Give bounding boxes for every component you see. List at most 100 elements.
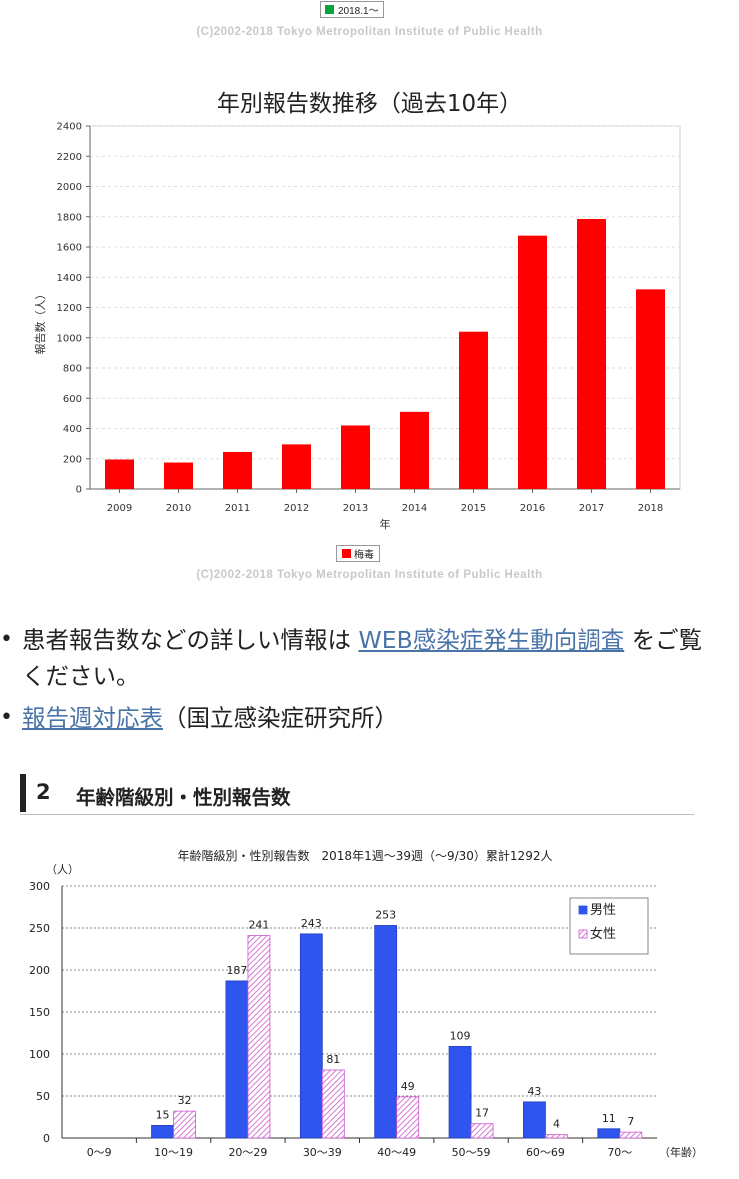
chart1-bar <box>577 219 606 490</box>
chart2-x-tick-label: 10～19 <box>154 1146 193 1159</box>
chart1-x-tick-label: 2015 <box>461 503 486 514</box>
chart1-x-axis-label: 年 <box>380 517 391 531</box>
chart2-bar-male <box>225 980 249 1139</box>
chart1-x-tick-label: 2013 <box>343 503 368 514</box>
chart2-bar-male <box>151 1124 174 1139</box>
chart1-bar <box>459 331 488 489</box>
chart1-legend-label: 梅毒 <box>354 550 374 561</box>
chart1-y-tick-label: 200 <box>63 454 82 465</box>
chart1-bar <box>164 462 193 489</box>
section-number: 2 <box>36 780 51 804</box>
yearly-reports-chart: 0 200 400 600 800 1000 1200 1400 1600 1800 2000 220… <box>34 122 681 531</box>
chart2-data-label-female: 241 <box>248 919 269 932</box>
chart2-x-tick-label: 30～39 <box>303 1146 342 1159</box>
chart2-data-label-male: 11 <box>602 1112 616 1125</box>
chart2-data-label-female: 49 <box>401 1080 415 1093</box>
chart2-data-label-male: 15 <box>156 1108 170 1121</box>
chart2-x-tick-label: 50～59 <box>452 1146 491 1159</box>
chart2-data-label-female: 32 <box>178 1094 192 1107</box>
chart2-bar-male <box>597 1128 621 1139</box>
chart1-x-tick-label: 2018 <box>638 503 663 514</box>
age-sex-reports-chart: 年齢階級別・性別報告数 2018年1週～39週（～9/30）累計1292人 （人）… <box>29 848 703 1159</box>
chart2-x-unit: （年齢） <box>659 1145 703 1159</box>
chart2-data-label-male: 187 <box>226 964 247 977</box>
chart2-data-label-male: 253 <box>375 908 396 921</box>
chart2-y-tick-label: 50 <box>36 1090 50 1103</box>
chart1-y-tick-label: 0 <box>76 485 82 496</box>
info-list: 患者報告数などの詳しい情報は WEB感染症発生動向調査 をご覧ください。 報告週… <box>0 622 705 742</box>
chart2-y-tick-label: 300 <box>29 880 50 893</box>
info-item-web: 患者報告数などの詳しい情報は WEB感染症発生動向調査 をご覧ください。 <box>0 622 705 694</box>
chart1-bar <box>518 235 547 489</box>
info-item1-suffix: をご覧ください。 <box>22 626 703 690</box>
chart2-y-tick-label: 0 <box>43 1132 50 1145</box>
chart1-x-tick-label: 2012 <box>284 503 309 514</box>
week-table-link[interactable]: 報告週対応表 <box>22 704 163 732</box>
chart1-y-tick-label: 2200 <box>57 152 82 163</box>
chart2-bar-female <box>396 1096 420 1139</box>
chart2-y-unit: （人） <box>46 863 79 876</box>
chart1-x-tick-label: 2009 <box>107 503 132 514</box>
chart1-x-tick-label: 2016 <box>520 503 545 514</box>
chart1-bar <box>636 289 665 489</box>
top-legend-label: 2018.1～ <box>338 6 379 17</box>
chart1-y-tick-label: 400 <box>63 424 82 435</box>
chart1-x-tick-label: 2017 <box>579 503 604 514</box>
chart1-y-tick-label: 1000 <box>57 333 82 344</box>
web-survey-link[interactable]: WEB感染症発生動向調査 <box>358 626 625 654</box>
chart2-y-tick-label: 100 <box>29 1048 50 1061</box>
chart1-x-tick-label: 2010 <box>166 503 191 514</box>
chart2-x-tick-label: 60～69 <box>526 1146 565 1159</box>
chart1-x-tick-label: 2011 <box>225 503 250 514</box>
chart2-x-tick-label: 70～ <box>607 1146 632 1159</box>
chart2-bar-female <box>247 935 271 1139</box>
copyright-top: (C)2002-2018 Tokyo Metropolitan Institut… <box>196 26 543 38</box>
chart2-bar-female <box>545 1134 568 1139</box>
chart2-data-label-male: 243 <box>301 917 322 930</box>
chart2-y-tick-label: 150 <box>29 1006 50 1019</box>
chart2-legend-label-male: 男性 <box>590 903 616 918</box>
section-heading: 2 年齢階級別・性別報告数 <box>20 774 694 815</box>
chart1-y-tick-label: 1800 <box>57 212 82 223</box>
chart2-bar-female <box>321 1069 345 1139</box>
chart2-y-tick-label: 250 <box>29 922 50 935</box>
chart2-data-label-male: 43 <box>527 1085 541 1098</box>
chart2-x-tick-label: 0～9 <box>87 1146 112 1159</box>
chart2-data-label-female: 17 <box>475 1107 489 1120</box>
section-title: 年齢階級別・性別報告数 <box>76 786 291 809</box>
chart2-x-tick-label: 40～49 <box>377 1146 416 1159</box>
top-legend: 2018.1～ <box>320 1 384 18</box>
chart2-y-tick-label: 200 <box>29 964 50 977</box>
chart1-y-tick-label: 1600 <box>57 243 82 254</box>
chart2-bar-male <box>299 933 323 1139</box>
chart2-data-label-female: 7 <box>627 1115 634 1128</box>
copyright-bottom: (C)2002-2018 Tokyo Metropolitan Institut… <box>196 569 543 581</box>
info-item-week-table: 報告週対応表（国立感染症研究所） <box>0 700 705 736</box>
chart1-y-tick-label: 1400 <box>57 273 82 284</box>
chart1-title: 年別報告数推移（過去10年） <box>216 91 523 117</box>
chart1-legend-swatch <box>342 549 351 558</box>
chart1-legend: 梅毒 <box>336 545 380 562</box>
chart2-data-label-female: 4 <box>553 1118 560 1131</box>
chart2-bar-male <box>374 925 398 1139</box>
chart2-legend-swatch-female <box>578 929 588 939</box>
chart2-bar-female <box>173 1110 196 1139</box>
chart2-bar-female <box>619 1131 643 1139</box>
chart2-legend-label-female: 女性 <box>590 926 616 942</box>
chart1-bar <box>223 451 252 489</box>
chart2-title: 年齢階級別・性別報告数 2018年1週～39週（～9/30）累計1292人 <box>178 848 553 863</box>
chart1-bar <box>105 459 134 489</box>
chart1-x-tick-label: 2014 <box>402 503 427 514</box>
chart2-data-label-female: 81 <box>326 1053 340 1066</box>
chart1-y-tick-label: 600 <box>63 394 82 405</box>
chart2-bar-male <box>523 1101 546 1139</box>
legend-swatch-green <box>325 5 334 14</box>
chart2-x-tick-label: 20～29 <box>228 1146 267 1159</box>
chart2-bar-female <box>470 1123 494 1139</box>
chart1-y-tick-label: 2400 <box>57 122 82 133</box>
chart1-y-tick-label: 1200 <box>57 303 82 314</box>
chart1-y-axis-label: 報告数（人） <box>34 289 47 355</box>
chart1-bar <box>341 425 370 489</box>
section-bar <box>20 774 26 812</box>
chart1-y-tick-label: 800 <box>63 364 82 375</box>
